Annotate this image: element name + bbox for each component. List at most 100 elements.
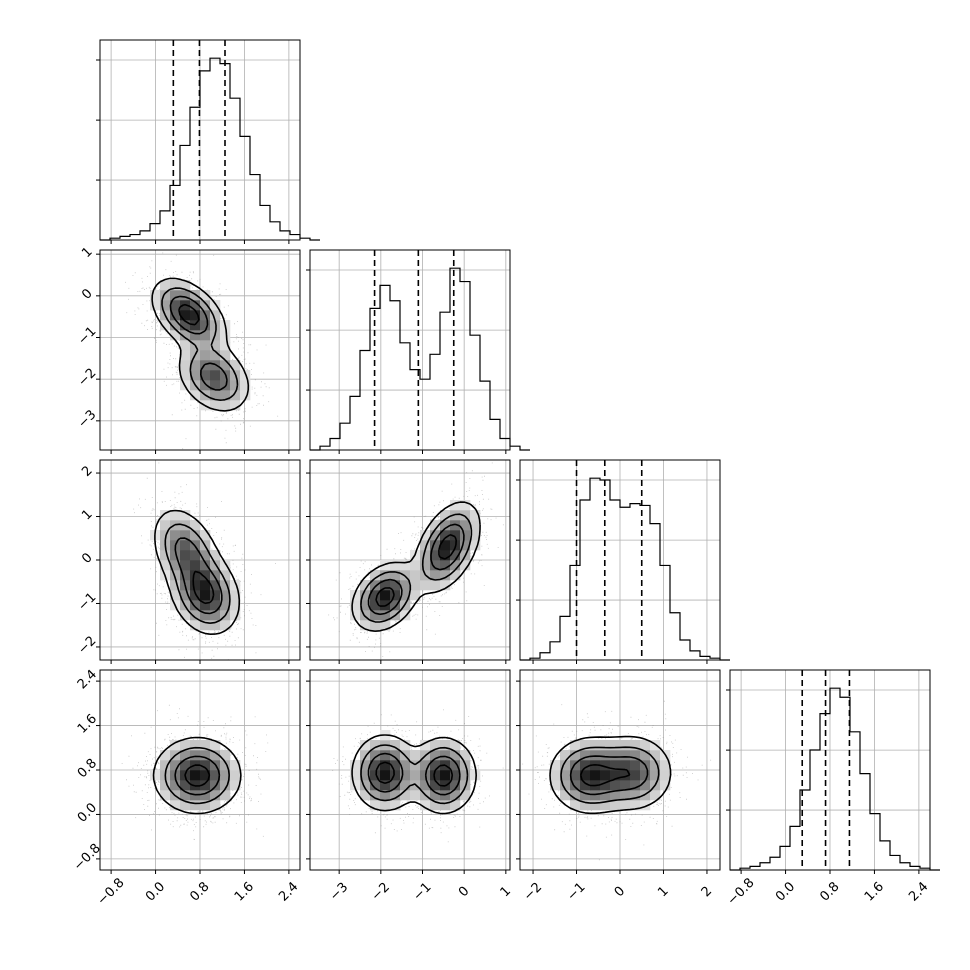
density-cell bbox=[470, 540, 481, 551]
density-cell bbox=[460, 750, 471, 761]
density-cell bbox=[370, 570, 381, 581]
density-cell bbox=[150, 300, 161, 311]
density-cell bbox=[360, 600, 371, 611]
density-cell bbox=[220, 560, 231, 571]
density-cell bbox=[170, 570, 181, 581]
density-cell bbox=[470, 520, 481, 531]
density-cell bbox=[180, 550, 191, 561]
density-cell bbox=[200, 550, 211, 561]
density-cell bbox=[220, 790, 231, 801]
density-cell bbox=[230, 780, 241, 791]
density-cell bbox=[180, 530, 191, 541]
density-cell bbox=[410, 790, 421, 801]
density-cell bbox=[610, 740, 621, 751]
density-cell bbox=[230, 360, 241, 371]
contour-level-3 bbox=[579, 764, 631, 787]
x-tick-label: −0.8 bbox=[95, 876, 128, 909]
density-cell bbox=[610, 790, 621, 801]
density-cell bbox=[220, 400, 231, 411]
density-cell bbox=[220, 340, 231, 351]
density-cell bbox=[650, 760, 661, 771]
density-cell bbox=[220, 750, 231, 761]
density-cell bbox=[190, 360, 201, 371]
density-cell bbox=[450, 800, 461, 811]
density-cell bbox=[420, 540, 431, 551]
density-cell bbox=[350, 770, 361, 781]
y-tick-label: 2.4 bbox=[75, 667, 100, 692]
density-cell bbox=[390, 580, 401, 591]
x-tick-label: −2 bbox=[521, 880, 545, 904]
density-cell bbox=[220, 380, 231, 391]
density-cell bbox=[200, 370, 211, 381]
scatter-points bbox=[522, 700, 712, 861]
density-cell bbox=[420, 530, 431, 541]
density-cell bbox=[360, 750, 371, 761]
density-cell bbox=[580, 780, 591, 791]
density-cell bbox=[390, 790, 401, 801]
density-cell bbox=[240, 380, 251, 391]
density-cell bbox=[170, 320, 181, 331]
density-cell bbox=[650, 750, 661, 761]
density-cell bbox=[170, 290, 181, 301]
density-cell bbox=[220, 760, 231, 771]
density-cell bbox=[430, 530, 441, 541]
density-panel-0-2: −2 −1 0 1 2 bbox=[75, 459, 301, 664]
density-cell bbox=[650, 770, 661, 781]
density-cell bbox=[360, 580, 371, 591]
density-cell bbox=[430, 800, 441, 811]
density-cell bbox=[370, 600, 381, 611]
density-cell bbox=[550, 780, 561, 791]
y-tick-label: −3 bbox=[75, 407, 99, 431]
contour-level-2 bbox=[569, 755, 649, 796]
density-cell bbox=[200, 300, 211, 311]
density-cell bbox=[380, 590, 391, 601]
density-cell bbox=[460, 560, 471, 571]
density-cell bbox=[190, 800, 201, 811]
density-cell bbox=[180, 590, 191, 601]
density-cell bbox=[210, 590, 221, 601]
density-cell bbox=[230, 600, 241, 611]
density-cell bbox=[220, 350, 231, 361]
density-cell bbox=[440, 750, 451, 761]
density-cell bbox=[170, 280, 181, 291]
contour-level-1 bbox=[360, 513, 473, 623]
density-cell bbox=[440, 800, 451, 811]
density-cell bbox=[430, 750, 441, 761]
density-cell bbox=[440, 520, 451, 531]
density-cell bbox=[190, 300, 201, 311]
density-cell bbox=[350, 600, 361, 611]
density-cell bbox=[600, 770, 611, 781]
density-cell bbox=[210, 790, 221, 801]
density-cell bbox=[380, 800, 391, 811]
density-cell bbox=[210, 770, 221, 781]
histogram-step bbox=[310, 267, 530, 451]
density-cell bbox=[440, 580, 451, 591]
x-tick-label: 0.8 bbox=[187, 879, 212, 904]
density-cell bbox=[190, 310, 201, 321]
density-cell bbox=[580, 750, 591, 761]
density-panel-0-3: −0.8 0.0 0.8 1.6 2.4 bbox=[71, 667, 301, 874]
density-cell bbox=[640, 780, 651, 791]
density-cell bbox=[570, 790, 581, 801]
density-cell bbox=[160, 780, 171, 791]
density-cell bbox=[570, 780, 581, 791]
density-cell bbox=[220, 360, 231, 371]
contour-level-2 bbox=[367, 752, 461, 796]
density-cell bbox=[210, 580, 221, 591]
density-cell bbox=[210, 390, 221, 401]
density-cell bbox=[180, 780, 191, 791]
density-cell bbox=[410, 770, 421, 781]
histogram-step bbox=[100, 57, 320, 241]
density-cell bbox=[360, 760, 371, 771]
density-cell bbox=[200, 800, 211, 811]
density-cell bbox=[160, 320, 171, 331]
density-cell bbox=[610, 770, 621, 781]
y-tick-label: −2 bbox=[75, 633, 99, 657]
contour-level-0 bbox=[351, 501, 481, 632]
density-cell bbox=[370, 790, 381, 801]
density-cell bbox=[200, 600, 211, 611]
x-tick-label: 0.0 bbox=[773, 879, 798, 904]
density-cell bbox=[430, 540, 441, 551]
density-cell bbox=[390, 800, 401, 811]
density-cell bbox=[230, 380, 241, 391]
